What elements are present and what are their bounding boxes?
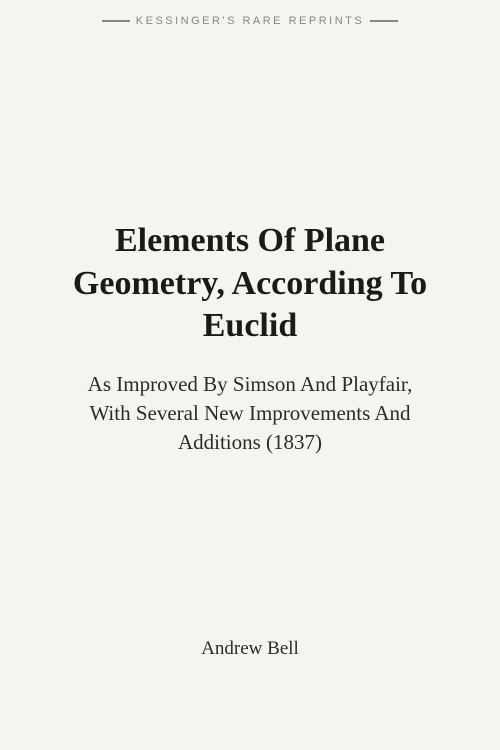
book-subtitle: As Improved By Simson And Playfair, With… xyxy=(50,370,450,458)
cover-content: Elements Of Plane Geometry, According To… xyxy=(0,0,500,750)
book-title: Elements Of Plane Geometry, According To… xyxy=(50,220,450,348)
book-author: Andrew Bell xyxy=(0,638,500,660)
